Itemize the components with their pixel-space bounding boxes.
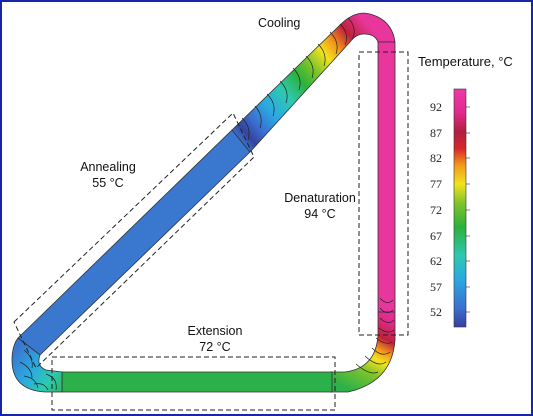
denaturation-zone-box: [358, 51, 409, 336]
cooling-channel: [231, 12, 396, 153]
colorbar-tick: 77: [430, 177, 442, 191]
colorbar-tick: 52: [430, 305, 442, 319]
extension-label: Extension: [187, 324, 243, 338]
extension-channel: [61, 371, 333, 393]
denaturation-label: Denaturation: [284, 191, 356, 205]
colorbar-tick: 87: [430, 126, 442, 140]
annealing-extension-bend: [11, 337, 63, 393]
annealing-temp: 55 °C: [92, 176, 124, 190]
annealing-label: Annealing: [80, 160, 136, 174]
colorbar-tick: 57: [430, 280, 442, 294]
colorbar-tick: 92: [430, 100, 442, 114]
extension-temp: 72 °C: [199, 340, 231, 354]
cooling-label: Cooling: [258, 16, 301, 30]
zone-boxes: [13, 51, 409, 411]
isotherm-lines: [19, 17, 395, 391]
colorbar-tick: 62: [430, 254, 442, 268]
colorbar-title: Temperature, °C: [418, 54, 513, 69]
colorbar-tick: 72: [430, 203, 442, 217]
annealing-zone-box: [13, 112, 255, 369]
colorbar-tick: 67: [430, 229, 442, 243]
denaturation-temp: 94 °C: [304, 207, 336, 221]
denaturation-channel: [377, 41, 396, 313]
colorbar-tick: 82: [430, 151, 442, 165]
temperature-colorbar: [453, 88, 467, 328]
colorbar-ticks: [466, 106, 470, 313]
heating-bend: [329, 311, 396, 393]
